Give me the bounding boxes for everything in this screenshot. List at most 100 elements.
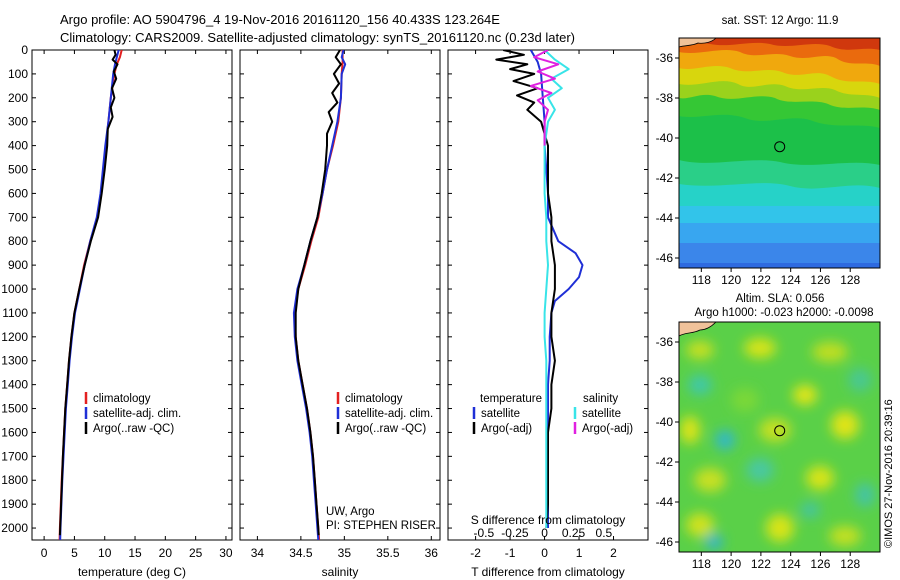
map-y-tick-label-1-3: -42 xyxy=(656,455,674,469)
depth-tick-label-4: 400 xyxy=(8,139,28,153)
map-y-tick-label-0-4: -44 xyxy=(656,211,674,225)
map-y-tick-label-1-4: -44 xyxy=(656,495,674,509)
map-x-tick-label-0-1: 120 xyxy=(721,273,741,287)
sst-argo-marker xyxy=(774,141,786,153)
legend-label-satellite: satellite-adj. clim. xyxy=(93,408,181,420)
legend-label-s-argo: Argo(-adj) xyxy=(582,423,633,435)
depth-tick-label-17: 1700 xyxy=(1,449,28,463)
legend-header-salinity: salinity xyxy=(583,393,618,405)
x-tick-label-2-2: 0 xyxy=(541,546,548,560)
x-tick-label-0-2: 10 xyxy=(98,546,112,560)
x-tick-label-2-0: -2 xyxy=(470,546,481,560)
legend-label-t-satellite: satellite xyxy=(481,408,520,420)
sla-map-frame xyxy=(678,321,881,553)
legend-label-climatology: climatology xyxy=(93,393,151,405)
map-x-tick-label-0-0: 118 xyxy=(692,273,711,287)
depth-tick-labels: 0 100 200 300 400 500 600 700 800 900 1000 1100 1200… xyxy=(1,43,28,535)
map-x-tick-label-0-4: 126 xyxy=(810,273,830,287)
s-tick-label-1: -0.25 xyxy=(501,526,529,540)
temperature-legend: climatology satellite-adj. clim. Argo(..… xyxy=(84,392,181,435)
x-tick-label-2-3: 1 xyxy=(576,546,583,560)
sla-map-image xyxy=(679,322,880,552)
depth-tick-label-11: 1100 xyxy=(2,306,28,320)
x-tick-label-1-0: 34 xyxy=(251,546,265,560)
sla-argo-marker xyxy=(774,425,786,437)
depth-tick-label-8: 800 xyxy=(8,234,28,248)
map-x-tick-label-0-2: 122 xyxy=(751,273,771,287)
map-y-tick-label-0-3: -42 xyxy=(656,171,674,185)
s-tick-label-0: -0.5 xyxy=(474,526,495,540)
depth-tick-label-13: 1300 xyxy=(1,354,28,368)
x-tick-label-0-5: 25 xyxy=(189,546,203,560)
sst-map-ticks: 118 120 122 124 126 128 -36 -38 -40 -42 -44 -46 xyxy=(656,51,861,287)
x-tick-label-2-1: -1 xyxy=(505,546,516,560)
x-tick-label-2-4: 2 xyxy=(610,546,617,560)
legend-label-argo: Argo(..raw -QC) xyxy=(345,423,426,435)
depth-tick-label-6: 600 xyxy=(8,186,28,200)
series-line-1-0 xyxy=(293,50,344,540)
difference-xlabel-top: S difference from climatology xyxy=(471,513,626,527)
depth-tick-label-2: 200 xyxy=(8,91,28,105)
depth-tick-label-19: 1900 xyxy=(1,497,28,511)
sst-map-image xyxy=(679,38,880,268)
legend-label-s-satellite: satellite xyxy=(582,408,621,420)
axis-ticks: 0 5 10 15 20 25 30 34 34.5 35 35.5 36 -2 -1 0 1 2 -0.5 -0.… xyxy=(32,49,648,560)
depth-tick-label-7: 700 xyxy=(8,210,28,224)
legend-label-t-argo: Argo(-adj) xyxy=(481,423,532,435)
legend-label-satellite: satellite-adj. clim. xyxy=(345,408,433,420)
depth-tick-label-5: 500 xyxy=(8,163,28,177)
x-tick-label-0-1: 5 xyxy=(71,546,78,560)
s-tick-label-4: 0.5 xyxy=(596,526,613,540)
legend-label-argo: Argo(..raw -QC) xyxy=(93,423,174,435)
figure-title-line1: Argo profile: AO 5904796_4 19-Nov-2016 2… xyxy=(60,12,500,27)
salinity-legend: climatology satellite-adj. clim. Argo(..… xyxy=(336,392,433,435)
imos-watermark: ©IMOS 27-Nov-2016 20:39:16 xyxy=(883,399,895,548)
map-y-tick-label-0-1: -38 xyxy=(656,91,674,105)
series-line-2-1 xyxy=(495,50,556,529)
series-line-0-2 xyxy=(58,50,119,536)
map-x-tick-label-0-5: 128 xyxy=(840,273,860,287)
series-line-2-0 xyxy=(529,50,584,528)
map-x-tick-label-1-3: 124 xyxy=(781,557,801,571)
depth-tick-label-16: 1600 xyxy=(1,425,28,439)
credit-org: UW, Argo xyxy=(326,506,375,518)
series-line-2-3 xyxy=(529,50,560,146)
series-line-2-2 xyxy=(543,50,570,528)
map-y-tick-label-0-2: -40 xyxy=(656,131,674,145)
depth-tick-label-9: 900 xyxy=(8,258,28,272)
depth-tick-label-0: 0 xyxy=(21,43,28,57)
x-tick-label-1-3: 35.5 xyxy=(376,546,400,560)
map-y-tick-label-1-2: -40 xyxy=(656,415,674,429)
x-tick-label-0-0: 0 xyxy=(41,546,48,560)
legend-label-climatology: climatology xyxy=(345,393,403,405)
figure-title-line2: Climatology: CARS2009. Satellite-adjuste… xyxy=(60,30,575,45)
difference-series xyxy=(495,50,584,529)
x-tick-label-0-6: 30 xyxy=(219,546,233,560)
depth-tick-label-1: 100 xyxy=(8,67,28,81)
map-x-tick-label-1-5: 128 xyxy=(840,557,860,571)
difference-xlabel: T difference from climatology xyxy=(471,565,625,579)
map-y-tick-label-0-0: -36 xyxy=(656,51,674,65)
x-tick-label-0-3: 15 xyxy=(128,546,142,560)
x-tick-label-0-4: 20 xyxy=(159,546,173,560)
map-x-tick-label-1-4: 126 xyxy=(810,557,830,571)
sst-map-title: sat. SST: 12 Argo: 11.9 xyxy=(722,15,839,27)
temperature-axes xyxy=(31,49,233,541)
sla-map-subtitle: Argo h1000: -0.023 h2000: -0.0098 xyxy=(694,307,873,319)
map-x-tick-label-1-0: 118 xyxy=(692,557,711,571)
salinity-series xyxy=(292,50,347,540)
credit-pi: PI: STEPHEN RISER xyxy=(326,520,436,532)
series-line-1-2 xyxy=(294,50,342,536)
sla-map-title: Altim. SLA: 0.056 xyxy=(736,293,825,305)
temperature-series xyxy=(58,50,123,540)
salinity-axes xyxy=(239,49,441,541)
depth-tick-label-20: 2000 xyxy=(1,521,28,535)
s-tick-label-2: 0 xyxy=(541,526,548,540)
depth-tick-label-12: 1200 xyxy=(1,330,28,344)
map-y-tick-label-1-5: -46 xyxy=(656,535,674,549)
temperature-xlabel: temperature (deg C) xyxy=(78,565,186,579)
depth-tick-label-18: 1800 xyxy=(1,473,28,487)
map-x-tick-label-1-1: 120 xyxy=(721,557,741,571)
x-tick-label-1-1: 34.5 xyxy=(289,546,313,560)
difference-legend: temperature salinity satellite Argo(-adj… xyxy=(472,393,633,435)
